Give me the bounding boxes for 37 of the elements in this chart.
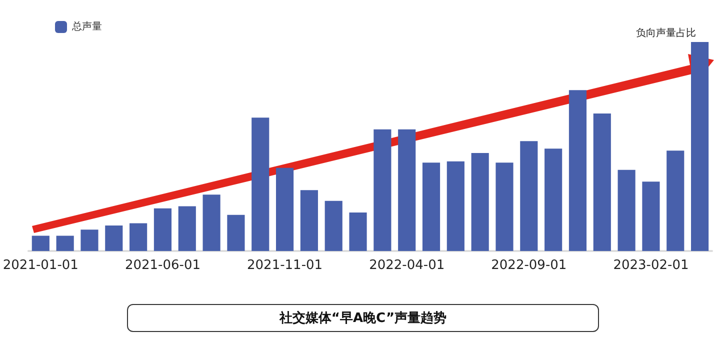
x-tick-label: 2021-06-01 <box>124 258 201 273</box>
bar <box>666 150 684 251</box>
bar <box>276 168 294 251</box>
bar <box>349 212 367 251</box>
legend-label: 总声量 <box>71 20 102 32</box>
bar <box>80 230 98 251</box>
bar <box>300 190 318 251</box>
text: 社交媒体“早A晚C”声量趋势 <box>127 304 599 332</box>
bar <box>618 170 636 251</box>
bar <box>422 162 440 251</box>
bar <box>446 161 464 251</box>
bar <box>32 236 50 251</box>
x-tick-label: 2021-01-01 <box>2 258 78 273</box>
bar <box>691 42 709 251</box>
x-tick-label: 2021-11-01 <box>247 258 323 273</box>
bar <box>252 118 270 251</box>
bar <box>324 200 342 251</box>
bar <box>105 226 123 251</box>
x-tick-label: 2022-04-01 <box>369 258 445 273</box>
bar <box>398 129 416 251</box>
bar <box>471 152 489 251</box>
bar <box>56 236 74 251</box>
bar <box>202 194 220 251</box>
x-tick-label: 2023-02-01 <box>613 258 689 273</box>
bar <box>496 162 514 251</box>
bar <box>374 129 392 251</box>
bar <box>520 141 538 251</box>
bar <box>544 148 562 251</box>
bar <box>154 208 172 251</box>
bar <box>642 182 660 251</box>
bar <box>227 214 245 251</box>
bar <box>130 223 148 251</box>
bar <box>178 206 196 251</box>
text: 负向声量占比 <box>636 26 696 40</box>
x-tick-label: 2022-09-01 <box>491 258 567 273</box>
bar <box>568 90 587 251</box>
bar <box>593 113 611 251</box>
